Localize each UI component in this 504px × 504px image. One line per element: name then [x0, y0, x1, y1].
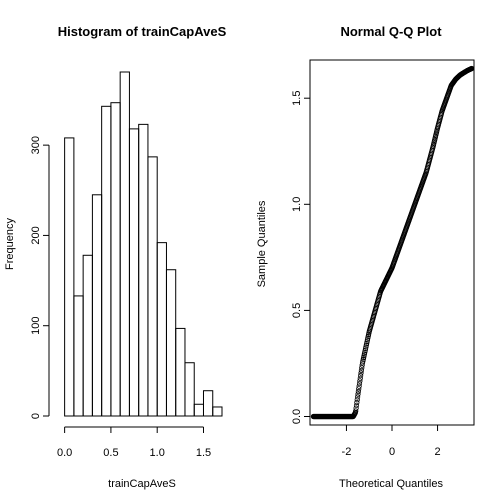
qq-point	[469, 65, 475, 72]
histogram-x-tick-label: 1.0	[150, 447, 165, 459]
qq-point	[353, 402, 360, 408]
histogram-x-axis: 0.0 0.5 1.0 1.5	[57, 426, 211, 459]
histogram-y-axis: 0 100 200 300	[30, 136, 50, 419]
qq-plot-box	[309, 59, 475, 426]
qq-point	[356, 383, 362, 389]
histogram-y-tick-label: 300	[30, 136, 42, 154]
histogram-x-tick-label: 0.0	[57, 447, 72, 459]
qq-point	[354, 399, 360, 406]
qq-x-tick-label: 0	[389, 446, 395, 458]
histogram-x-tick-label: 1.5	[196, 447, 211, 459]
qq-point	[355, 394, 361, 400]
histogram-y-tick-label: 0	[30, 413, 42, 419]
qq-plot-y-axis-label: Sample Quantiles	[256, 200, 268, 287]
qq-point	[354, 397, 360, 403]
histogram-bar	[184, 362, 195, 417]
qq-point	[358, 373, 364, 379]
histogram-y-tick-label: 100	[30, 317, 42, 335]
qq-point	[359, 365, 365, 371]
qq-point	[353, 405, 359, 411]
histogram-title: Histogram of trainCapAveS	[58, 24, 227, 39]
qq-point	[356, 380, 363, 387]
qq-point	[358, 370, 364, 376]
qq-plot-title: Normal Q-Q Plot	[340, 24, 442, 39]
histogram-bar	[73, 295, 84, 417]
histogram-bar	[138, 123, 149, 417]
histogram-bar	[165, 269, 177, 417]
qq-plot-points	[310, 65, 475, 420]
histogram-bar	[156, 242, 167, 417]
histogram-bar	[64, 137, 75, 417]
histogram-x-tick-label: 0.5	[103, 447, 118, 459]
histogram-bar	[175, 327, 186, 417]
histogram-y-axis-label: Frequency	[4, 218, 16, 270]
qq-point	[357, 378, 363, 384]
qq-plot-y-axis: 0.0 0.5 1.0 1.5	[291, 91, 310, 424]
histogram-bar	[193, 403, 204, 417]
histogram-bar	[212, 406, 223, 417]
qq-y-tick-label: 0.0	[291, 409, 303, 424]
histogram-bar	[202, 390, 214, 417]
qq-y-tick-label: 1.5	[291, 91, 303, 106]
qq-x-tick-label: 2	[434, 446, 440, 458]
histogram-bar	[91, 194, 103, 417]
qq-plot-x-axis-label: Theoretical Quantiles	[339, 478, 443, 490]
qq-point	[356, 386, 362, 392]
qq-y-tick-label: 1.0	[291, 197, 303, 212]
histogram-y-tick-label: 200	[30, 226, 42, 244]
histogram-x-axis-label: trainCapAveS	[108, 478, 176, 490]
histogram-bar	[128, 128, 140, 417]
qq-point	[355, 388, 361, 395]
qq-point	[353, 408, 359, 414]
qq-point	[355, 391, 361, 397]
histogram-bar	[101, 105, 112, 417]
histogram-bars	[64, 71, 223, 417]
qq-x-tick-label: -2	[342, 446, 352, 458]
qq-plot-panel: Normal Q-Q Plot Theoretical Quantiles Sa…	[256, 24, 475, 490]
qq-point	[358, 367, 364, 373]
qq-point	[357, 375, 363, 381]
qq-y-tick-label: 0.5	[291, 303, 303, 318]
histogram-bar	[147, 156, 158, 417]
histogram-bar	[82, 254, 93, 417]
histogram-bar	[119, 71, 130, 417]
qq-plot-x-axis: -2 0 2	[342, 425, 441, 458]
histogram-bar	[110, 102, 121, 417]
histogram-panel: Histogram of trainCapAveS trainCapAveS F…	[4, 24, 227, 490]
